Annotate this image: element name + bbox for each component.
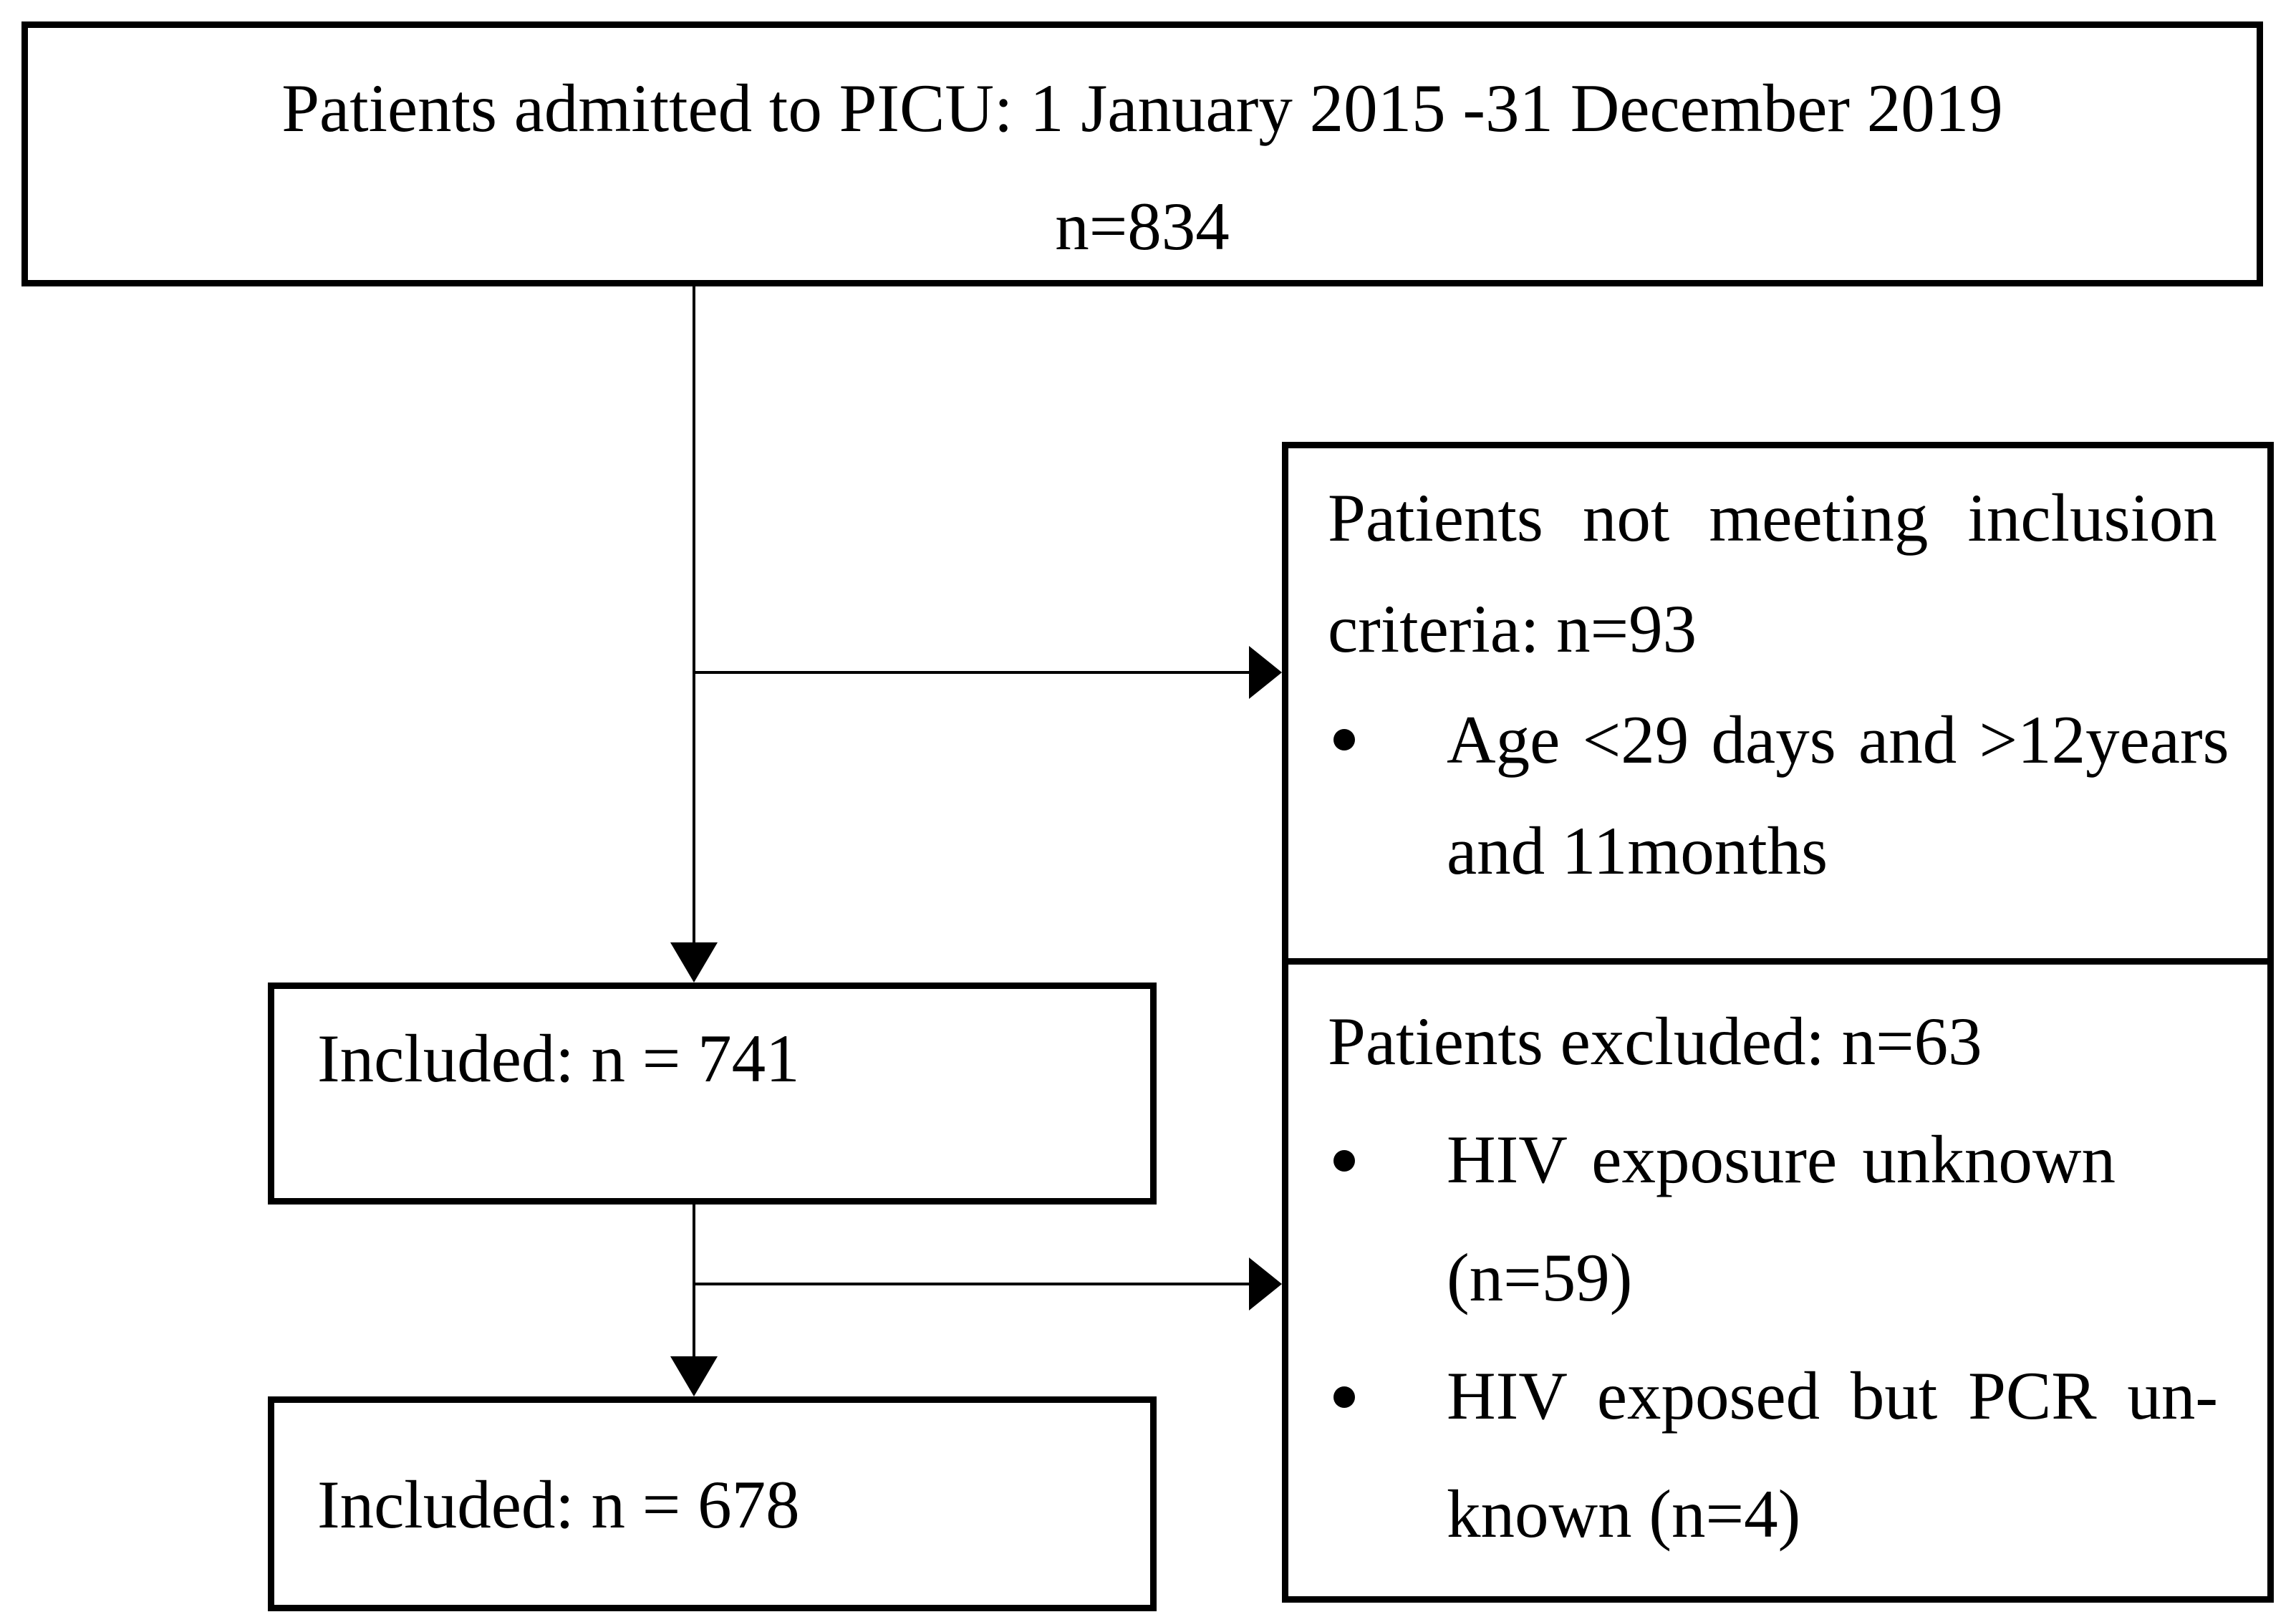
not-meeting-criteria-line1: Patients not meeting inclusion xyxy=(1328,480,2217,556)
connector-top-to-included741-line xyxy=(693,286,695,945)
included-678-box: Included: n = 678 xyxy=(268,1396,1157,1611)
excluded-bullet1-line2: (n=59) xyxy=(1447,1240,1633,1316)
bullet-icon xyxy=(1333,729,1355,750)
excluded-bullet-item-2: HIV exposed but PCR un- xyxy=(1328,1337,2239,1455)
bullet-icon xyxy=(1333,1386,1355,1408)
excluded-patients-line1: Patients excluded: n=63 xyxy=(1328,1003,1982,1079)
criteria-bullet-item: Age <29 days and >12years xyxy=(1328,685,2239,796)
arrowhead-right-excluded-icon xyxy=(1249,1257,1282,1310)
arrowhead-right-not-meeting-criteria-icon xyxy=(1249,646,1282,699)
arrowhead-down-included678-icon xyxy=(670,1356,718,1396)
admitted-patients-box: Patients admitted to PICU: 1 January 201… xyxy=(21,21,2263,286)
excluded-bullet2-line2: known (n=4) xyxy=(1447,1476,1801,1552)
admitted-patients-line1: Patients admitted to PICU: 1 January 201… xyxy=(281,70,2003,146)
criteria-bullet-line1: Age <29 days and >12years xyxy=(1447,702,2229,778)
admitted-patients-count: n=834 xyxy=(1055,188,1230,264)
not-meeting-criteria-box: Patients not meeting inclusion criteria:… xyxy=(1282,442,2274,958)
connector-included741-to-included678-line xyxy=(693,1205,695,1358)
included-741-label: Included: n = 741 xyxy=(317,1020,800,1096)
bullet-icon xyxy=(1333,1150,1355,1172)
excluded-bullet2-line1: HIV exposed but PCR un- xyxy=(1447,1358,2219,1434)
included-741-box: Included: n = 741 xyxy=(268,983,1157,1205)
excluded-patients-box: Patients excluded: n=63 HIV exposure unk… xyxy=(1282,958,2274,1603)
criteria-bullet-line2: and 11months xyxy=(1447,813,1828,889)
arrowhead-down-included741-icon xyxy=(670,942,718,983)
not-meeting-criteria-line2: criteria: n=93 xyxy=(1328,591,1697,667)
excluded-bullet1-line1: HIV exposure unknown xyxy=(1447,1121,2116,1197)
connector-branch-not-meeting-criteria-line xyxy=(694,671,1250,674)
connector-branch-excluded-line xyxy=(694,1283,1250,1285)
excluded-bullet-item-1: HIV exposure unknown xyxy=(1328,1101,2239,1219)
included-678-label: Included: n = 678 xyxy=(317,1467,800,1543)
